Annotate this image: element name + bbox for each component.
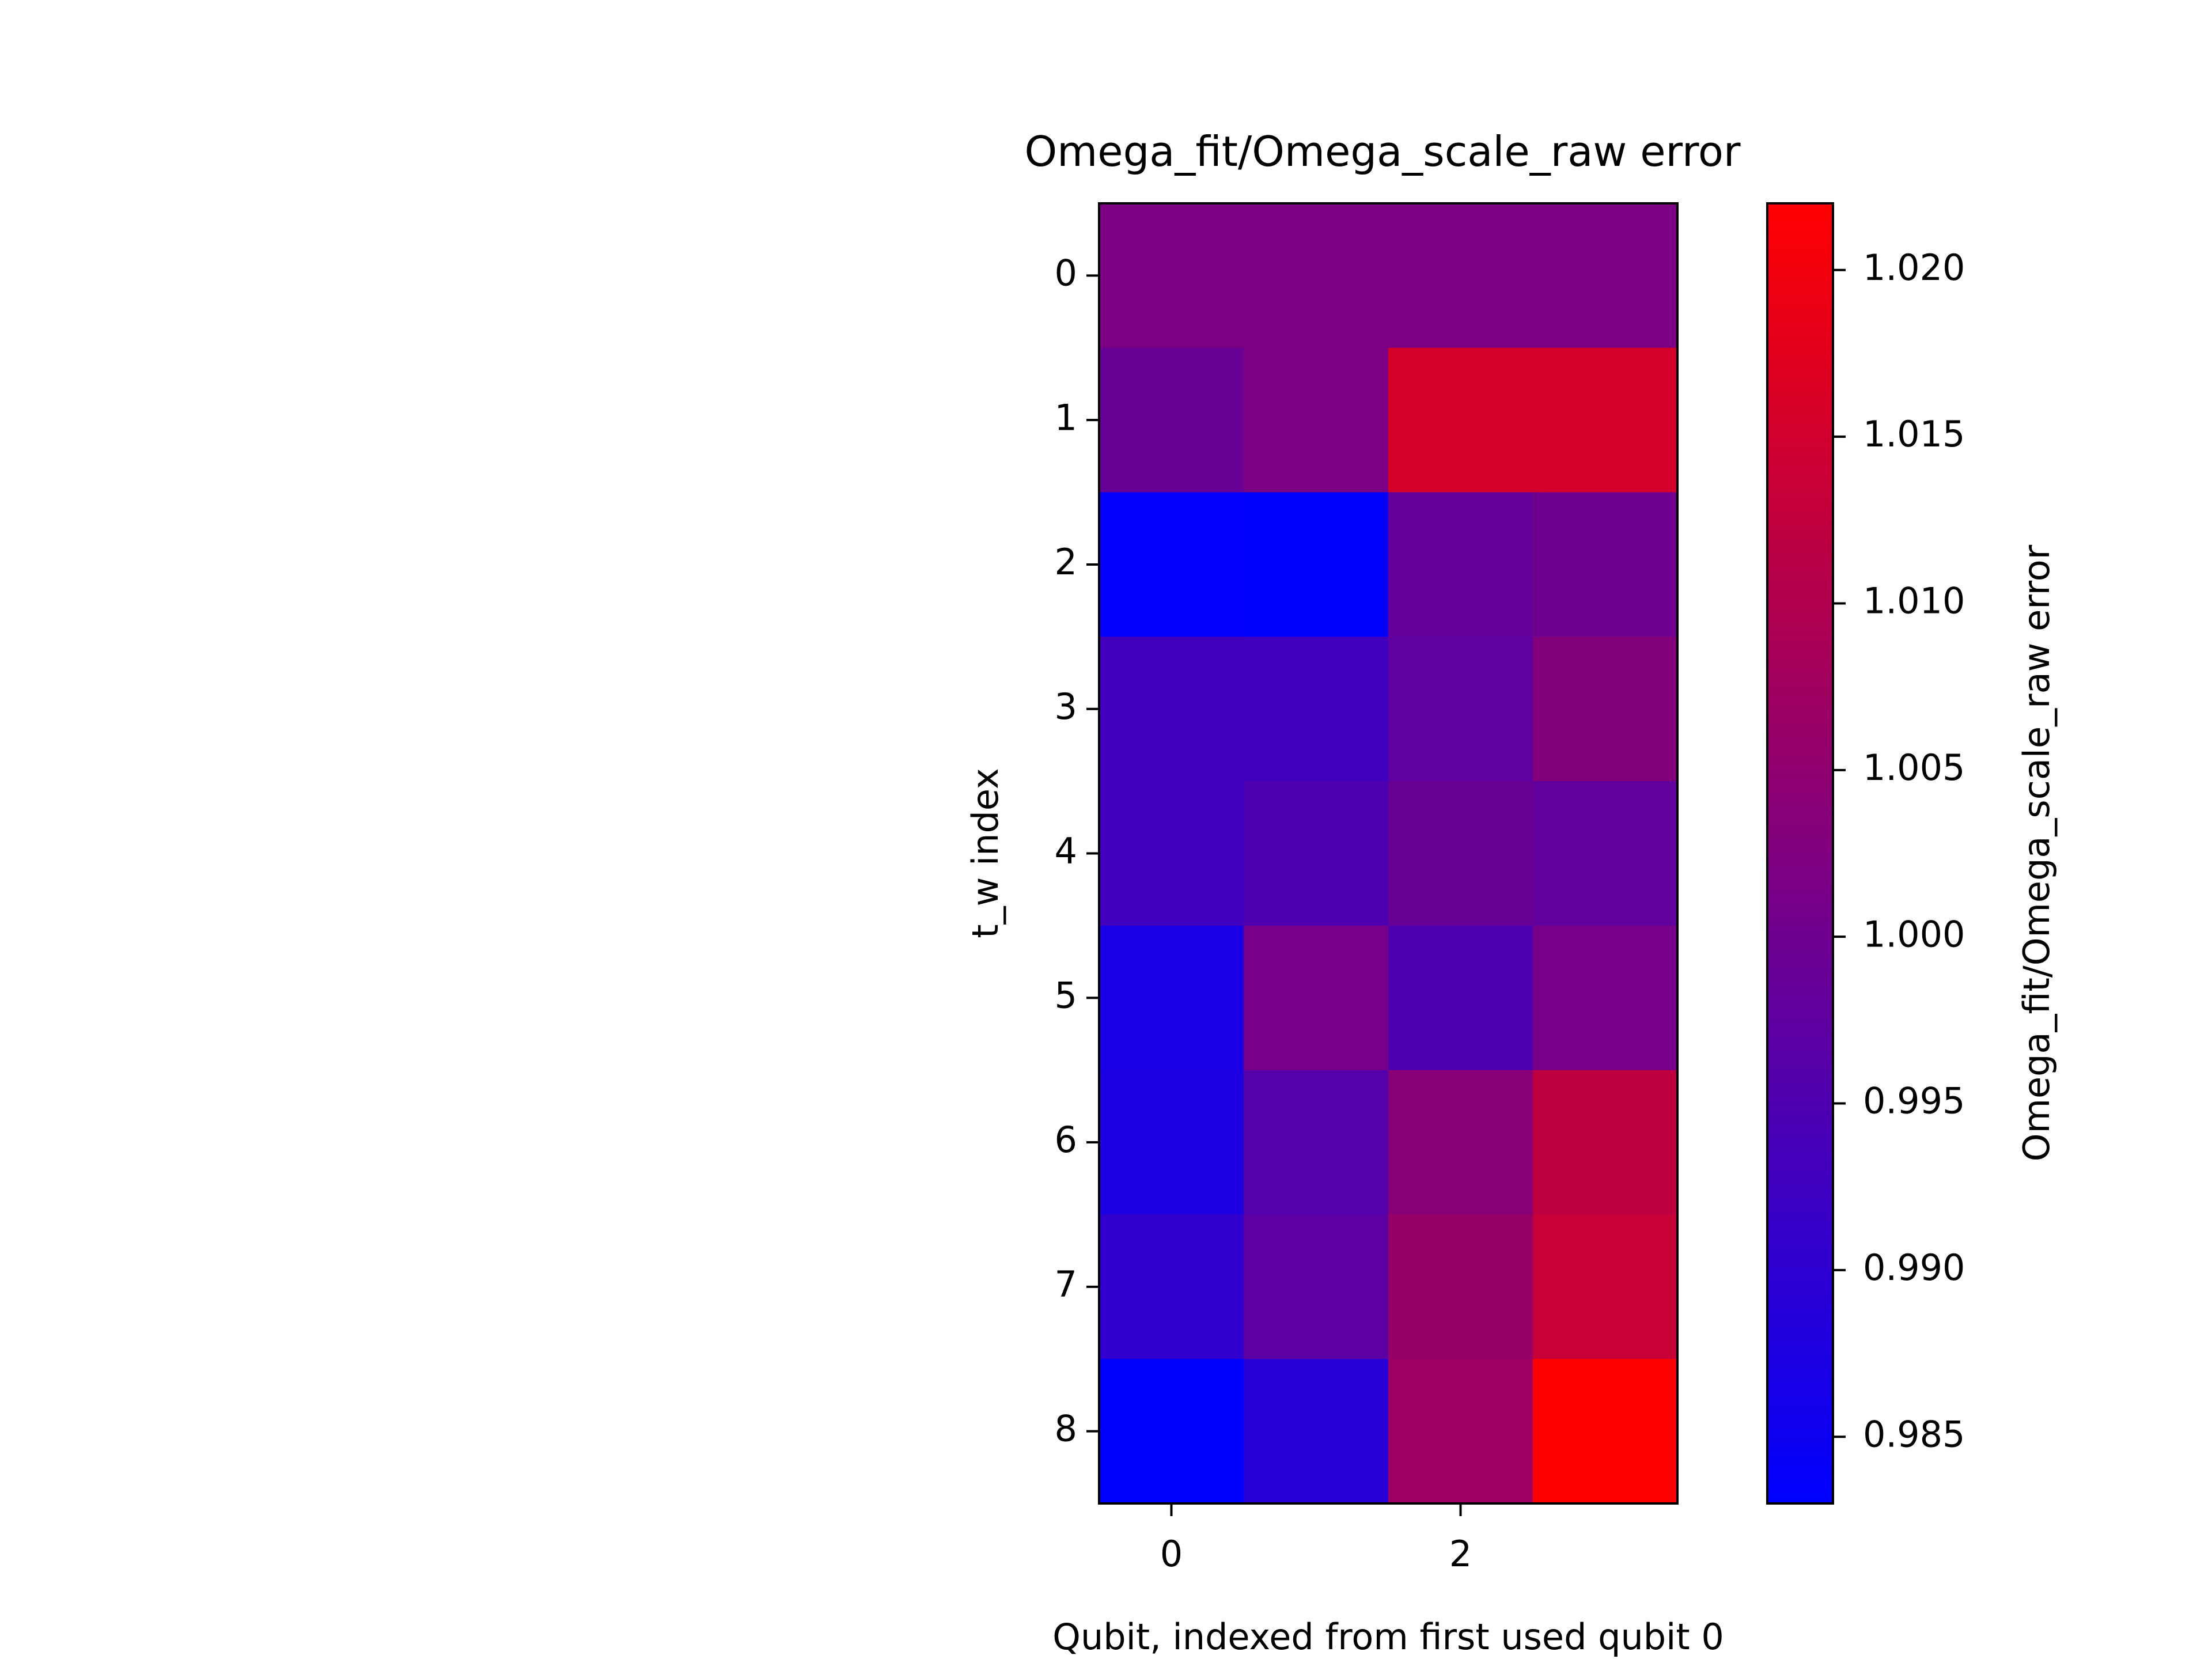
heatmap-cell-r7-c3: [1533, 1214, 1678, 1359]
colorbar-tick-label: 1.000: [1863, 913, 1965, 955]
heatmap-cell-r3-c1: [1244, 637, 1389, 782]
heatmap-cell-r5-c0: [1099, 925, 1244, 1071]
colorbar-tick-label: 1.005: [1863, 747, 1965, 789]
y-tick-label: 5: [1055, 974, 1077, 1016]
heatmap-cell-r6-c2: [1388, 1070, 1533, 1215]
heatmap-cell-r3-c2: [1388, 637, 1533, 782]
colorbar: [1766, 202, 1834, 1505]
heatmap-cell-r2-c1: [1244, 492, 1389, 637]
y-axis-label: t_w index: [964, 768, 1006, 938]
heatmap-cell-r4-c0: [1099, 781, 1244, 926]
colorbar-tick-label: 1.010: [1863, 580, 1965, 622]
colorbar-tick-label: 0.995: [1863, 1080, 1965, 1122]
heatmap-cell-r6-c3: [1533, 1070, 1678, 1215]
heatmap-cell-r1-c3: [1533, 347, 1678, 493]
colorbar-label: Omega_fit/Omega_scale_raw error: [2016, 544, 2058, 1161]
y-tick-label: 8: [1055, 1408, 1077, 1450]
heatmap-cell-r3-c3: [1533, 637, 1678, 782]
x-tick-label: 2: [1449, 1533, 1472, 1575]
heatmap-cell-r8-c0: [1099, 1359, 1244, 1504]
heatmap-cell-r4-c2: [1388, 781, 1533, 926]
heatmap-cell-r2-c3: [1533, 492, 1678, 637]
heatmap-cell-r3-c0: [1099, 637, 1244, 782]
heatmap-cell-r8-c3: [1533, 1359, 1678, 1504]
heatmap-cell-r0-c1: [1244, 203, 1389, 349]
colorbar-ticks: 0.985 0.990 0.995 1.000 1.005 1.010 1.015 1.020: [1833, 247, 1965, 1455]
y-tick-label: 7: [1055, 1263, 1077, 1305]
heatmap-cell-r5-c1: [1244, 925, 1389, 1071]
heatmap-cell-r4-c1: [1244, 781, 1389, 926]
heatmap-cell-r1-c0: [1099, 347, 1244, 493]
heatmap-cell-r6-c0: [1099, 1070, 1244, 1215]
heatmap-cell-r7-c0: [1099, 1214, 1244, 1359]
heatmap-cell-r0-c3: [1533, 203, 1678, 349]
y-tick-label: 0: [1055, 252, 1077, 294]
heatmap-cell-r8-c1: [1244, 1359, 1389, 1504]
y-tick-label: 1: [1055, 396, 1077, 438]
y-tick-label: 3: [1055, 685, 1077, 728]
y-axis-ticks: 0 1 2 3 4 5 6 7 8: [1055, 252, 1099, 1450]
heatmap-cell-r5-c3: [1533, 925, 1678, 1071]
colorbar-tick-label: 0.985: [1863, 1413, 1965, 1455]
colorbar-tick-label: 1.015: [1863, 413, 1965, 455]
heatmap-cell-r0-c2: [1388, 203, 1533, 349]
heatmap-cell-r2-c0: [1099, 492, 1244, 637]
heatmap-cell-r0-c0: [1099, 203, 1244, 349]
colorbar-tick-label: 0.990: [1863, 1247, 1965, 1289]
heatmap-cell-r4-c3: [1533, 781, 1678, 926]
heatmap-cell-r7-c2: [1388, 1214, 1533, 1359]
y-tick-label: 6: [1055, 1119, 1077, 1161]
heatmap-cell-r5-c2: [1388, 925, 1533, 1071]
heatmap-cell-r8-c2: [1388, 1359, 1533, 1504]
x-tick-label: 0: [1160, 1533, 1183, 1575]
colorbar-tick-label: 1.020: [1863, 247, 1965, 289]
y-tick-label: 2: [1055, 541, 1077, 583]
chart-title: Omega_fit/Omega_scale_raw error: [1024, 127, 1740, 176]
heatmap-cells: [1099, 203, 1678, 1504]
heatmap-cell-r7-c1: [1244, 1214, 1389, 1359]
heatmap-cell-r1-c2: [1388, 347, 1533, 493]
x-axis-label: Qubit, indexed from first used qubit 0: [1052, 1616, 1724, 1658]
y-tick-label: 4: [1055, 830, 1077, 872]
heatmap-cell-r6-c1: [1244, 1070, 1389, 1215]
heatmap-cell-r1-c1: [1244, 347, 1389, 493]
heatmap-cell-r2-c2: [1388, 492, 1533, 637]
